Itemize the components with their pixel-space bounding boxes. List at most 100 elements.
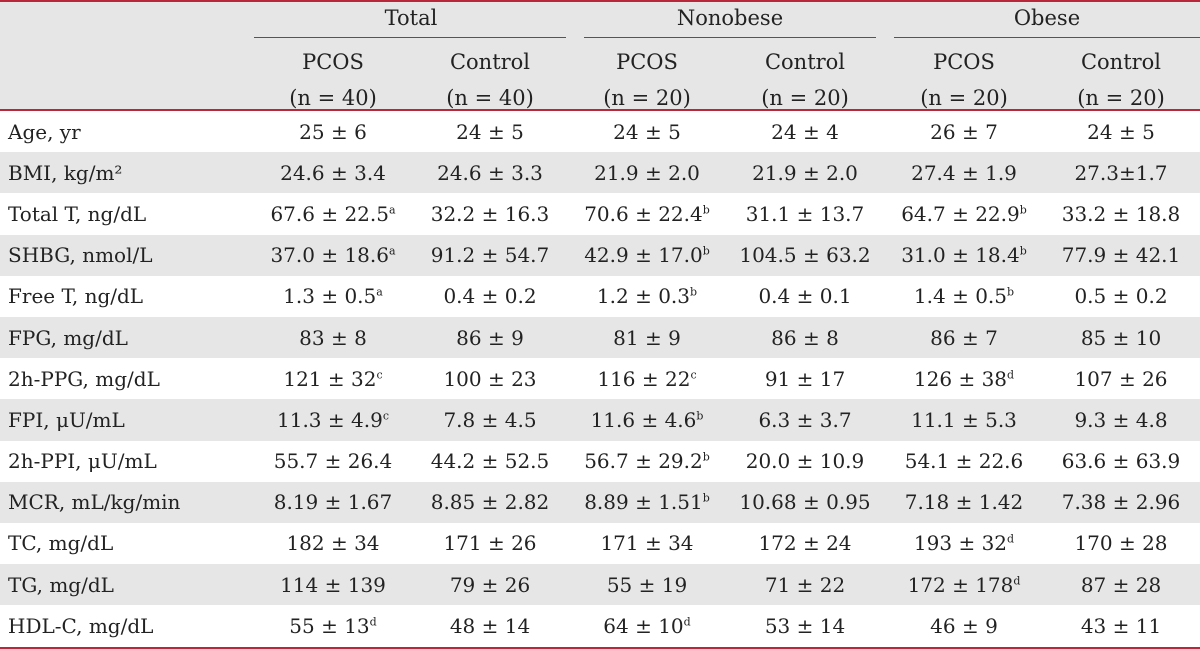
cell-value: 172 ± 178 (907, 572, 1014, 597)
significance-marker: b (1007, 285, 1015, 299)
table-cell: 6.3 ± 3.7 (725, 408, 885, 432)
table-bottom-rule (0, 647, 1200, 649)
cell-value: 7.8 ± 4.5 (443, 407, 537, 432)
cell-value: 86 ± 9 (456, 325, 524, 350)
table-cell: 27.3±1.7 (1041, 161, 1200, 185)
cell-value: 8.19 ± 1.67 (273, 490, 393, 515)
significance-marker: d (1007, 368, 1015, 382)
row-label: FPG, mg/dL (8, 325, 128, 350)
cell-value: 116 ± 22 (597, 366, 691, 391)
cell-value: 43 ± 11 (1080, 613, 1162, 638)
subheader-n: (n = 40) (446, 86, 534, 110)
table-cell: 10.68 ± 0.95 (725, 490, 885, 514)
table-cell: 31.1 ± 13.7 (725, 202, 885, 226)
significance-marker: b (702, 203, 710, 217)
table-cell: 86 ± 9 (410, 326, 570, 350)
table-cell: 87 ± 28 (1041, 573, 1200, 597)
cell-value: 26 ± 7 (930, 119, 998, 144)
table-cell: 24 ± 5 (567, 120, 727, 144)
significance-marker: a (388, 203, 396, 217)
table-cell: 81 ± 9 (567, 326, 727, 350)
table-cell: 1.2 ± 0.3b (567, 284, 727, 308)
table-cell: 79 ± 26 (410, 573, 570, 597)
table-cell: 24 ± 5 (1041, 120, 1200, 144)
table-cell: 55.7 ± 26.4 (253, 449, 413, 473)
table-cell: 7.8 ± 4.5 (410, 408, 570, 432)
cell-value: 53 ± 14 (764, 613, 846, 638)
row-label: FPI, μU/mL (8, 407, 125, 432)
table-cell: 67.6 ± 22.5a (253, 202, 413, 226)
table-row: Total T, ng/dL 67.6 ± 22.5a 32.2 ± 16.3 70.… (0, 193, 1200, 234)
cell-value: 11.6 ± 4.6 (590, 407, 697, 432)
cell-value: 86 ± 7 (930, 325, 998, 350)
row-label: MCR, mL/kg/min (8, 490, 181, 515)
table-cell: 64.7 ± 22.9b (884, 202, 1044, 226)
group-underline-obese (894, 37, 1200, 38)
cell-value: 91 ± 17 (764, 366, 846, 391)
subheader-obese-pcos: PCOS (n = 20) (884, 44, 1044, 116)
table-cell: 114 ± 139 (253, 573, 413, 597)
table-cell: 86 ± 7 (884, 326, 1044, 350)
significance-marker: b (702, 491, 710, 505)
cell-value: 126 ± 38 (913, 366, 1008, 391)
cell-value: 170 ± 28 (1074, 531, 1168, 556)
cell-value: 193 ± 32 (913, 531, 1008, 556)
table-cell: 104.5 ± 63.2 (725, 243, 885, 267)
significance-marker: c (382, 409, 389, 423)
cell-value: 171 ± 26 (443, 531, 537, 556)
subheader-n: (n = 40) (289, 86, 377, 110)
significance-marker: b (1019, 203, 1027, 217)
row-label: TC, mg/dL (8, 531, 114, 556)
table-cell: 63.6 ± 63.9 (1041, 449, 1200, 473)
table-cell: 27.4 ± 1.9 (884, 161, 1044, 185)
subheader-n: (n = 20) (1077, 86, 1165, 110)
table-top-rule (0, 0, 1200, 2)
table-cell: 107 ± 26 (1041, 367, 1200, 391)
cell-value: 64 ± 10 (603, 613, 684, 638)
table-cell: 20.0 ± 10.9 (725, 449, 885, 473)
cell-value: 0.4 ± 0.1 (758, 284, 852, 309)
subheader-n: (n = 20) (603, 86, 691, 110)
cell-value: 32.2 ± 16.3 (430, 201, 550, 226)
group-header-nonobese: Nonobese (676, 6, 784, 30)
cell-value: 171 ± 34 (600, 531, 694, 556)
cell-value: 1.2 ± 0.3 (596, 284, 691, 309)
table-row: TC, mg/dL 182 ± 34 171 ± 26 171 ± 34 172 ± 2… (0, 523, 1200, 564)
table-cell: 91 ± 17 (725, 367, 885, 391)
table-cell: 171 ± 34 (567, 531, 727, 555)
table-cell: 56.7 ± 29.2b (567, 449, 727, 473)
cell-value: 0.5 ± 0.2 (1074, 284, 1168, 309)
cell-value: 55.7 ± 26.4 (273, 449, 393, 474)
cell-value: 7.38 ± 2.96 (1061, 490, 1181, 515)
table-row: HDL-C, mg/dL 55 ± 13d 48 ± 14 64 ± 10d 53 ± … (0, 605, 1200, 646)
significance-marker: b (1019, 244, 1027, 258)
table-cell: 55 ± 19 (567, 573, 727, 597)
cell-value: 77.9 ± 42.1 (1061, 243, 1181, 268)
cell-value: 172 ± 24 (758, 531, 852, 556)
table-cell: 24 ± 5 (410, 120, 570, 144)
table-cell: 126 ± 38d (884, 367, 1044, 391)
cell-value: 27.3±1.7 (1074, 160, 1168, 185)
cell-value: 9.3 ± 4.8 (1074, 407, 1168, 432)
cell-value: 20.0 ± 10.9 (745, 449, 865, 474)
significance-marker: d (683, 615, 691, 629)
cell-value: 44.2 ± 52.5 (430, 449, 550, 474)
significance-marker: d (1013, 574, 1021, 587)
significance-marker: b (696, 409, 704, 423)
row-label: 2h-PPG, mg/dL (8, 366, 160, 391)
table-cell: 32.2 ± 16.3 (410, 202, 570, 226)
table-cell: 0.5 ± 0.2 (1041, 284, 1200, 308)
cell-value: 63.6 ± 63.9 (1061, 449, 1181, 474)
cell-value: 1.3 ± 0.5 (283, 284, 377, 309)
subheader-n: (n = 20) (920, 86, 1008, 110)
group-header-total: Total (384, 6, 438, 30)
table-cell: 8.19 ± 1.67 (253, 490, 413, 514)
cell-value: 100 ± 23 (443, 366, 537, 391)
cell-value: 25 ± 6 (299, 119, 367, 144)
table-row: FPG, mg/dL 83 ± 8 86 ± 9 81 ± 9 86 ± 8 86 ± 7… (0, 316, 1200, 359)
table-row: Age, yr 25 ± 6 24 ± 5 24 ± 5 24 ± 4 26 ± 7 24 … (0, 111, 1200, 152)
cell-value: 6.3 ± 3.7 (758, 407, 852, 432)
row-label: Total T, ng/dL (8, 201, 147, 226)
significance-marker: a (376, 285, 383, 299)
